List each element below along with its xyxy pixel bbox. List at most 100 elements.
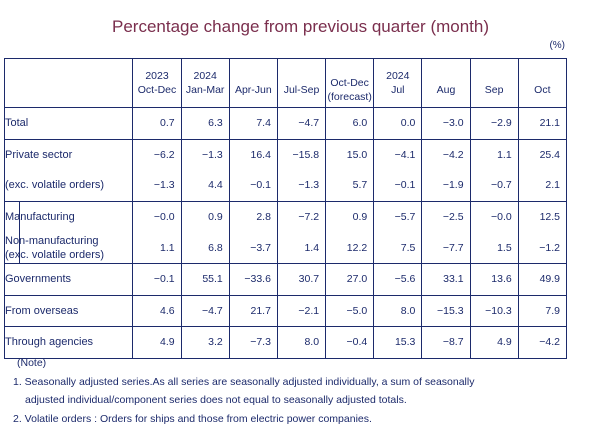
table-cell: 0.0 bbox=[373, 107, 422, 140]
row-label: Manufacturing bbox=[4, 200, 133, 233]
table-cell: 21.1 bbox=[517, 107, 567, 140]
table-cell: 6.0 bbox=[325, 107, 374, 140]
column-header: 2024 Jan-Mar bbox=[180, 58, 230, 108]
table-cell: 0.9 bbox=[325, 200, 374, 233]
table-cell: 15.0 bbox=[325, 138, 374, 171]
table-cell: 1.4 bbox=[276, 232, 326, 264]
table-cell: −33.6 bbox=[228, 262, 278, 296]
table-cell: −2.5 bbox=[421, 200, 471, 233]
table-cell: −7.7 bbox=[421, 232, 471, 264]
table-cell: −1.9 bbox=[421, 170, 471, 202]
table-cell: 1.5 bbox=[469, 232, 519, 264]
table-cell: 4.9 bbox=[132, 326, 182, 359]
table-cell: 12.5 bbox=[517, 200, 567, 233]
table-cell: 27.0 bbox=[325, 262, 374, 296]
table-cell: −4.7 bbox=[276, 107, 326, 140]
note-2: 2. Volatile orders : Orders for ships an… bbox=[13, 412, 372, 425]
table-cell: 4.4 bbox=[180, 170, 230, 202]
table-cell: −15.8 bbox=[276, 138, 326, 171]
table-cell: −15.3 bbox=[421, 294, 471, 327]
table-cell: −3.0 bbox=[421, 107, 471, 140]
table-row: Through agencies 4.9 3.2 −7.3 8.0 −0.4 15.3 −8.… bbox=[4, 326, 567, 359]
table-row: (exc. volatile orders) −1.3 4.4 −0.1 −1.3 5.7… bbox=[5, 170, 567, 202]
table-cell: −7.2 bbox=[276, 200, 326, 233]
row-label: Non-manufacturing (exc. volatile orders) bbox=[4, 232, 133, 264]
table-cell: 7.4 bbox=[228, 107, 278, 140]
table-cell: −6.2 bbox=[132, 138, 182, 171]
column-header: Oct bbox=[517, 58, 567, 108]
table-cell: 16.4 bbox=[228, 138, 278, 171]
row-label: Total bbox=[4, 107, 133, 140]
table-cell: 0.7 bbox=[132, 107, 182, 140]
table-cell: −3.7 bbox=[228, 232, 278, 264]
table-cell: 30.7 bbox=[276, 262, 326, 296]
table-cell: 0.9 bbox=[180, 200, 230, 233]
table-cell: 8.0 bbox=[276, 326, 326, 359]
table-cell: 3.2 bbox=[180, 326, 230, 359]
table-cell: −7.3 bbox=[228, 326, 278, 359]
table-cell: −1.3 bbox=[132, 170, 182, 202]
table-cell: −0.7 bbox=[469, 170, 519, 202]
table-cell: 6.3 bbox=[180, 107, 230, 140]
table-cell: −5.0 bbox=[325, 294, 374, 327]
table-cell: 6.8 bbox=[180, 232, 230, 264]
row-label: Governments bbox=[4, 262, 133, 296]
table-cell: −0.1 bbox=[228, 170, 278, 202]
table-cell: −1.3 bbox=[276, 170, 326, 202]
column-header: Apr-Jun bbox=[228, 58, 278, 108]
table-cell: 13.6 bbox=[469, 262, 519, 296]
table-cell: 49.9 bbox=[517, 262, 567, 296]
row-label: Private sector bbox=[4, 138, 133, 171]
table-cell: 8.0 bbox=[373, 294, 422, 327]
column-header: Sep bbox=[469, 58, 519, 108]
column-header: Aug bbox=[421, 58, 471, 108]
table-cell: −0.1 bbox=[132, 262, 182, 296]
table-cell: −2.1 bbox=[276, 294, 326, 327]
table-cell: 21.7 bbox=[228, 294, 278, 327]
table-cell: −8.7 bbox=[421, 326, 471, 359]
table-cell: 7.5 bbox=[373, 232, 422, 264]
table-cell: −1.2 bbox=[517, 232, 567, 264]
notes: (Note) 1. Seasonally adjusted series.As … bbox=[10, 354, 474, 428]
note-1: 1. Seasonally adjusted series.As all ser… bbox=[13, 375, 475, 388]
table-cell: −0.1 bbox=[373, 170, 422, 202]
table-title: Percentage change from previous quarter … bbox=[111, 17, 490, 36]
column-header: 2024 Jul bbox=[373, 58, 422, 108]
table-cell: −5.6 bbox=[373, 262, 422, 296]
row-label: (exc. volatile orders) bbox=[5, 179, 105, 192]
table-cell: 15.3 bbox=[373, 326, 422, 359]
table-row: Total 0.7 6.3 7.4 −4.7 6.0 0.0 −3.0 −2.9 21.1 bbox=[4, 107, 567, 140]
notes-heading: (Note) bbox=[17, 357, 47, 369]
column-header: Jul-Sep bbox=[276, 58, 326, 108]
table-cell: 55.1 bbox=[180, 262, 230, 296]
table-cell: −0.0 bbox=[469, 200, 519, 233]
table-row: Governments −0.1 55.1 −33.6 30.7 27.0 −5.6 33.1… bbox=[4, 262, 567, 296]
header-corner bbox=[4, 58, 133, 108]
table-cell: −4.2 bbox=[517, 326, 567, 359]
note-1-cont: adjusted individual/component series doe… bbox=[25, 394, 407, 406]
table-cell: −2.9 bbox=[469, 107, 519, 140]
orders-table: 2023 Oct-Dec 2024 Jan-Mar Apr-Jun Jul-Sep … bbox=[4, 58, 567, 359]
table-cell: −4.2 bbox=[421, 138, 471, 171]
table-cell: −0.4 bbox=[325, 326, 374, 359]
table-row: Manufacturing −0.0 0.9 2.8 −7.2 0.9 −5.7 −2.5 −0… bbox=[4, 200, 567, 233]
table-row: From overseas 4.6 −4.7 21.7 −2.1 −5.0 8.0 −15.3… bbox=[4, 294, 567, 327]
column-header: 2023 Oct-Dec bbox=[132, 58, 182, 108]
unit-label: (%) bbox=[549, 40, 565, 51]
table-row: Private sector −6.2 −1.3 16.4 −15.8 15.0 −4.1−… bbox=[4, 138, 567, 171]
table-cell: 2.1 bbox=[517, 170, 567, 202]
table-cell: 4.9 bbox=[469, 326, 519, 359]
header-row: 2023 Oct-Dec 2024 Jan-Mar Apr-Jun Jul-Sep … bbox=[4, 58, 567, 108]
table-cell: 33.1 bbox=[421, 262, 471, 296]
table-cell: 12.2 bbox=[325, 232, 374, 264]
table-cell: 1.1 bbox=[469, 138, 519, 171]
table-cell: 2.8 bbox=[228, 200, 278, 233]
table-cell: −5.7 bbox=[373, 200, 422, 233]
table-cell: 1.1 bbox=[132, 232, 182, 264]
table-cell: 7.9 bbox=[517, 294, 567, 327]
table-cell: 5.7 bbox=[325, 170, 374, 202]
row-label: Through agencies bbox=[4, 326, 133, 359]
table-cell: −10.3 bbox=[469, 294, 519, 327]
table-cell: 25.4 bbox=[517, 138, 567, 171]
table-cell: 4.6 bbox=[132, 294, 182, 327]
